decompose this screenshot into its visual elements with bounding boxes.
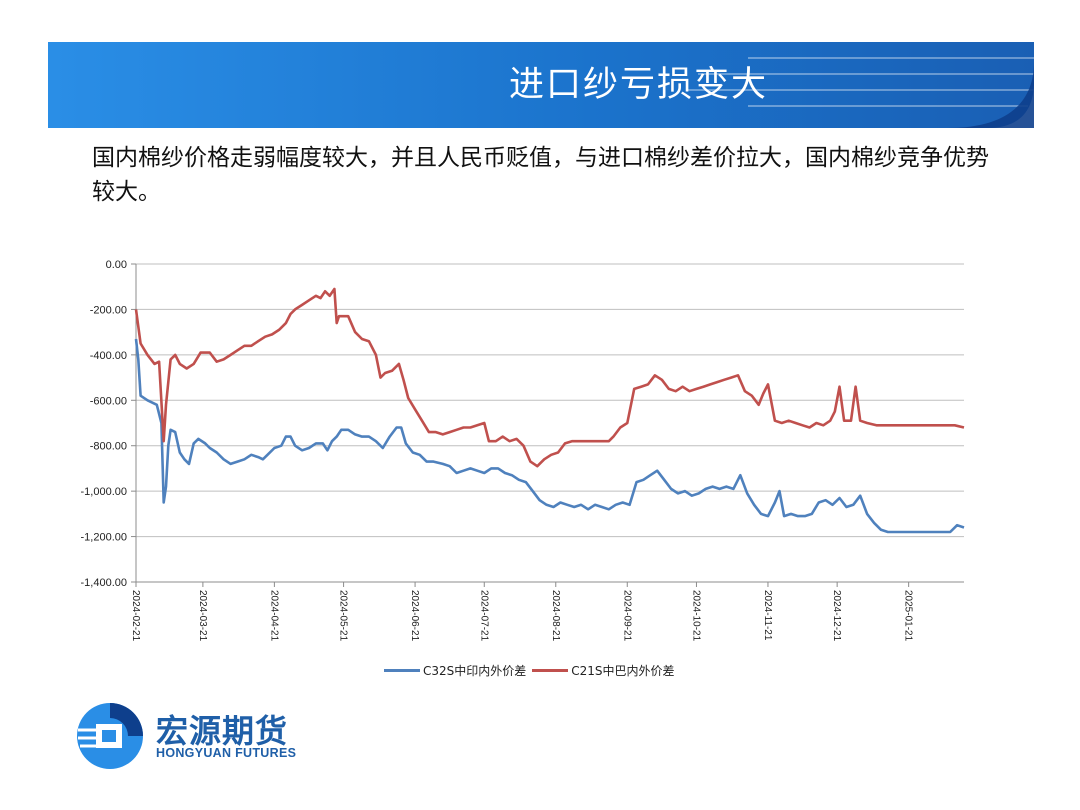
banner-background [48,42,1034,128]
x-tick-label-9: 2024-11-21 [762,590,773,641]
x-axis: 2024-02-21 2024-03-21 2024-04-21 2024-05-21… [130,582,914,642]
y-tick-label-6: -1,200.00 [81,532,127,544]
y-tick-label-5: -1,000.00 [81,486,127,498]
x-tick-label-8: 2024-10-21 [690,590,701,642]
x-tick-label-6: 2024-08-21 [550,590,561,642]
legend-item-c21s: C21S中巴内外价差 [532,662,675,679]
grid-layer [136,263,964,583]
page-title: 进口纱亏损变大 [508,65,768,105]
y-axis: 0.00 -200.00 -400.00 -600.00 -800.00 -1,000.0… [81,259,137,589]
legend-label-c32s: C32S中印内外价差 [423,663,527,678]
x-tick-label-4: 2024-06-21 [409,590,420,642]
y-tick-label-4: -800.00 [90,441,127,453]
x-tick-label-11: 2025-01-21 [903,590,914,642]
x-tick-label-1: 2024-03-21 [197,590,208,642]
x-tick-label-2: 2024-04-21 [268,590,279,642]
y-tick-label-2: -400.00 [90,350,127,362]
header-banner: 进口纱亏损变大 [48,42,1034,128]
x-tick-label-10: 2024-12-21 [831,590,842,642]
legend-item-c32s: C32S中印内外价差 [384,662,526,679]
x-tick-label-5: 2024-07-21 [478,590,489,642]
series-line-1 [134,287,965,468]
logo-emblem-icon [77,703,143,769]
company-logo: 宏源期货 HONGYUAN FUTURES [76,702,316,772]
x-tick-label-0: 2024-02-21 [130,590,141,642]
y-tick-label-3: -600.00 [90,395,127,407]
series-line-0 [134,338,965,534]
chart-legend: C32S中印内外价差 C21S中巴内外价差 [384,660,681,680]
slide-subtitle: 国内棉纱价格走弱幅度较大，并且人民币贬值，与进口棉纱差价拉大，国内棉纱竞争优势较… [92,145,989,205]
line-chart: 0.00 -200.00 -400.00 -600.00 -800.00 -1,000.0… [81,259,965,642]
y-tick-label-7: -1,400.00 [81,577,127,589]
x-tick-label-3: 2024-05-21 [338,590,349,642]
legend-swatch-c21s [532,668,569,672]
y-tick-label-1: -200.00 [90,304,127,316]
legend-label-c21s: C21S中巴内外价差 [571,663,675,678]
y-tick-label-0: 0.00 [106,259,127,271]
legend-swatch-c32s [384,668,420,672]
logo-name-en: HONGYUAN FUTURES [156,746,297,760]
logo-name-cn: 宏源期货 [156,712,289,750]
x-tick-label-7: 2024-09-21 [621,590,632,642]
series-layer [134,287,965,534]
